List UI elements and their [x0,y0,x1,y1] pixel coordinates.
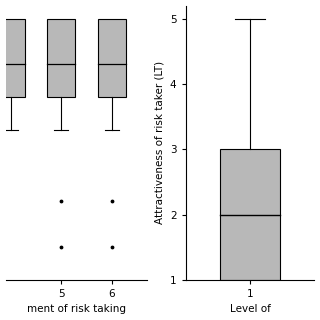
X-axis label: ment of risk taking: ment of risk taking [27,304,126,315]
Bar [47,19,75,97]
X-axis label: Level of: Level of [229,304,270,315]
Bar [98,19,126,97]
Bar [220,149,280,280]
Y-axis label: Attractiveness of risk taker (LT): Attractiveness of risk taker (LT) [154,61,164,224]
Bar [0,19,25,97]
